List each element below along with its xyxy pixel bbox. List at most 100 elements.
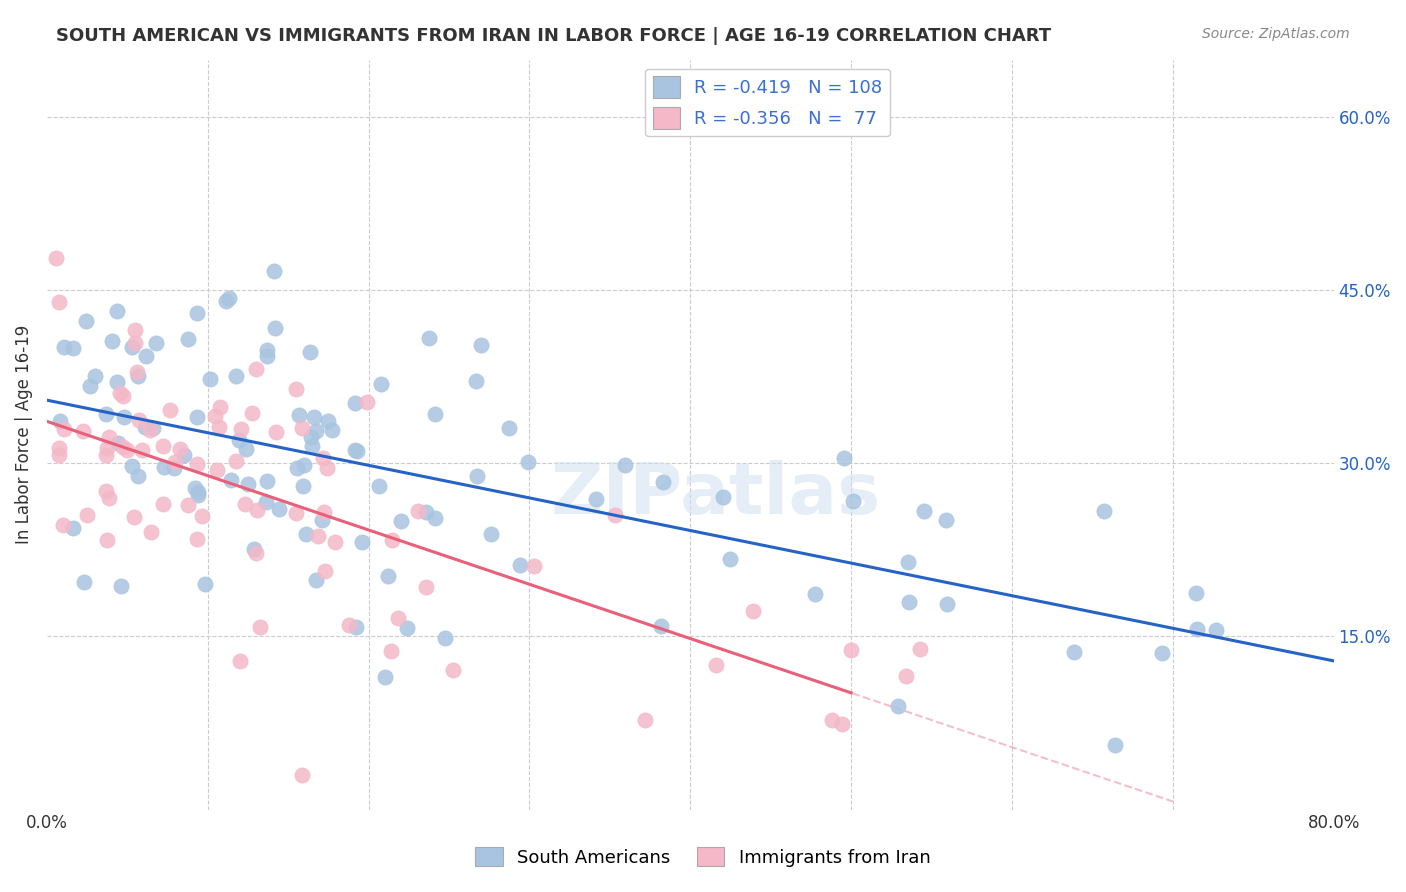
Point [124, 509, 146, 524]
Point [897, 595, 920, 609]
Point [509, 558, 531, 572]
Point [105, 304, 128, 318]
Point [249, 620, 271, 634]
Point [205, 463, 228, 477]
Point [96, 483, 118, 498]
Point [314, 505, 336, 519]
Point [75, 314, 97, 328]
Point [887, 699, 910, 714]
Point [49, 414, 72, 428]
Point [269, 502, 291, 516]
Point [107, 436, 129, 450]
Point [127, 368, 149, 383]
Point [935, 513, 957, 527]
Point [177, 332, 200, 346]
Point [292, 479, 315, 493]
Point [395, 621, 418, 635]
Y-axis label: In Labor Force | Age 16-19: In Labor Force | Age 16-19 [15, 325, 32, 544]
Point [111, 389, 134, 403]
Point [83, 369, 105, 384]
Point [215, 294, 238, 309]
Point [115, 442, 138, 457]
Point [218, 291, 240, 305]
Point [1184, 586, 1206, 600]
Point [48, 441, 70, 455]
Point [138, 423, 160, 437]
Point [152, 497, 174, 511]
Point [208, 420, 231, 434]
Point [523, 559, 546, 574]
Point [235, 442, 257, 457]
Point [1063, 645, 1085, 659]
Point [96, 442, 118, 456]
Point [131, 442, 153, 457]
Point [245, 545, 267, 559]
Point [302, 409, 325, 424]
Point [76, 508, 98, 522]
Point [356, 395, 378, 409]
Point [153, 460, 176, 475]
Point [285, 461, 308, 475]
Point [343, 396, 366, 410]
Point [465, 469, 488, 483]
Point [294, 527, 316, 541]
Point [135, 349, 157, 363]
Point [711, 491, 734, 505]
Point [311, 513, 333, 527]
Point [256, 349, 278, 363]
Point [187, 485, 209, 500]
Point [263, 321, 285, 335]
Point [228, 433, 250, 447]
Point [894, 668, 917, 682]
Point [651, 475, 673, 489]
Point [634, 713, 657, 727]
Point [165, 455, 187, 469]
Point [284, 382, 307, 396]
Point [229, 422, 252, 436]
Point [316, 460, 339, 475]
Point [425, 407, 447, 421]
Point [312, 451, 335, 466]
Point [285, 506, 308, 520]
Point [51, 517, 73, 532]
Point [110, 579, 132, 593]
Point [145, 336, 167, 351]
Point [381, 533, 404, 548]
Point [110, 386, 132, 401]
Point [387, 610, 409, 624]
Point [225, 454, 247, 468]
Point [307, 529, 329, 543]
Point [1205, 623, 1227, 637]
Point [256, 343, 278, 358]
Point [301, 439, 323, 453]
Point [111, 440, 134, 454]
Point [316, 414, 339, 428]
Point [337, 618, 360, 632]
Point [441, 663, 464, 677]
Point [184, 481, 207, 495]
Point [1104, 738, 1126, 752]
Point [112, 409, 135, 424]
Point [585, 492, 607, 507]
Point [121, 340, 143, 354]
Text: Source: ZipAtlas.com: Source: ZipAtlas.com [1202, 27, 1350, 41]
Point [79, 379, 101, 393]
Point [204, 409, 226, 423]
Point [380, 643, 402, 657]
Legend: R = -0.419   N = 108, R = -0.356   N =  77: R = -0.419 N = 108, R = -0.356 N = 77 [645, 69, 890, 136]
Point [415, 505, 437, 519]
Point [193, 577, 215, 591]
Point [498, 421, 520, 435]
Point [73, 575, 96, 590]
Point [127, 469, 149, 483]
Point [243, 541, 266, 556]
Point [52, 340, 75, 354]
Point [191, 508, 214, 523]
Point [254, 495, 277, 509]
Point [72, 424, 94, 438]
Point [344, 442, 367, 457]
Point [613, 458, 636, 472]
Point [62, 521, 84, 535]
Point [177, 498, 200, 512]
Point [842, 494, 865, 508]
